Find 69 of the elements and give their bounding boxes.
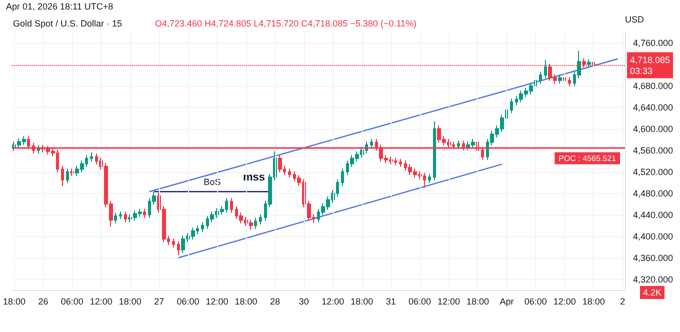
chart-subtitle: O4,723.460 H4,724.805 L4,715.720 C4,718.085 −5.380 (−0.11%) bbox=[155, 18, 417, 28]
x-tick-label: 12:00 bbox=[322, 296, 344, 306]
y-tick-label: 4,560.000 bbox=[633, 145, 674, 156]
candlestick bbox=[428, 173, 431, 184]
x-tick-label: 18:00 bbox=[350, 296, 374, 306]
y-tick-label: 4,640.000 bbox=[633, 102, 674, 112]
candlestick bbox=[66, 168, 69, 184]
candlestick bbox=[568, 76, 571, 87]
candlestick bbox=[370, 138, 373, 149]
candlestick bbox=[172, 238, 175, 248]
candlestick bbox=[587, 58, 591, 68]
candlestick bbox=[278, 154, 282, 173]
x-tick-label: 06:00 bbox=[524, 296, 547, 306]
y-tick-label: 4,760.000 bbox=[633, 38, 674, 48]
annotation: mss bbox=[243, 172, 266, 184]
candlestick bbox=[70, 168, 74, 177]
x-tick-label: 12:00 bbox=[553, 296, 576, 306]
x-tick-label: 30 bbox=[298, 296, 309, 306]
x-tick-label: 2 bbox=[620, 296, 626, 306]
x-tick-label: Apr bbox=[500, 296, 514, 306]
candlestick bbox=[399, 158, 402, 168]
text: Apr 01, 2026 18:11 UTC+8 bbox=[6, 2, 114, 12]
candlestick bbox=[341, 168, 344, 186]
x-tick-label: 18:00 bbox=[118, 296, 142, 306]
chart-title: Gold Spot / U.S. Dollar · 15 bbox=[13, 18, 122, 28]
x-tick-label: 28 bbox=[270, 296, 280, 306]
ref-line-label: POC : 4565.521 bbox=[558, 154, 617, 163]
candlestick bbox=[288, 168, 291, 178]
y-tick-label: 4,680.000 bbox=[633, 80, 674, 91]
x-tick-label: 18:00 bbox=[582, 296, 605, 306]
candlestick bbox=[510, 98, 513, 114]
x-tick-label: 18:00 bbox=[234, 296, 258, 306]
text: 4.2K bbox=[643, 288, 662, 298]
candlestick bbox=[457, 140, 460, 150]
ref-line-label: 4,718.085 03:33 bbox=[630, 54, 670, 76]
candlestick bbox=[558, 74, 562, 84]
y-tick-label: 4,520.000 bbox=[633, 166, 674, 177]
y-tick-label: 4,360.000 bbox=[633, 252, 674, 263]
candlestick bbox=[254, 217, 257, 230]
candlestick bbox=[201, 222, 204, 232]
candlestick bbox=[230, 198, 233, 214]
y-tick-label: 4,600.000 bbox=[633, 124, 674, 134]
y-tick-label: 4,440.000 bbox=[633, 210, 674, 220]
x-tick-label: 12:00 bbox=[206, 296, 228, 306]
candlestick bbox=[433, 120, 436, 181]
x-tick-label: 12:00 bbox=[438, 296, 460, 306]
candlestick bbox=[177, 240, 180, 256]
candlestick bbox=[124, 211, 127, 223]
candlestick bbox=[544, 59, 547, 79]
candlestick bbox=[90, 152, 93, 162]
candlestick bbox=[143, 208, 146, 218]
x-tick-label: 31 bbox=[386, 296, 396, 306]
candlestick bbox=[539, 71, 542, 84]
y-tick-label: 4,320.000 bbox=[633, 274, 674, 284]
x-tick-label: 12:00 bbox=[90, 296, 112, 306]
x-tick-label: 27 bbox=[154, 296, 164, 306]
x-tick-label: 26 bbox=[38, 296, 48, 306]
candlestick bbox=[119, 211, 122, 220]
candlestick bbox=[61, 165, 64, 187]
y-axis-title: USD bbox=[625, 14, 644, 24]
x-tick-label: 18:00 bbox=[466, 296, 490, 306]
y-tick-label: 4,400.000 bbox=[633, 231, 674, 242]
y-tick-label: 4,480.000 bbox=[633, 188, 674, 198]
x-tick-label: 06:00 bbox=[408, 296, 432, 306]
x-tick-label: 06:00 bbox=[60, 296, 84, 306]
candlestick bbox=[259, 214, 262, 225]
candlestick bbox=[114, 212, 117, 224]
x-tick-label: 06:00 bbox=[176, 296, 200, 306]
x-tick-label: 18:00 bbox=[2, 296, 26, 306]
